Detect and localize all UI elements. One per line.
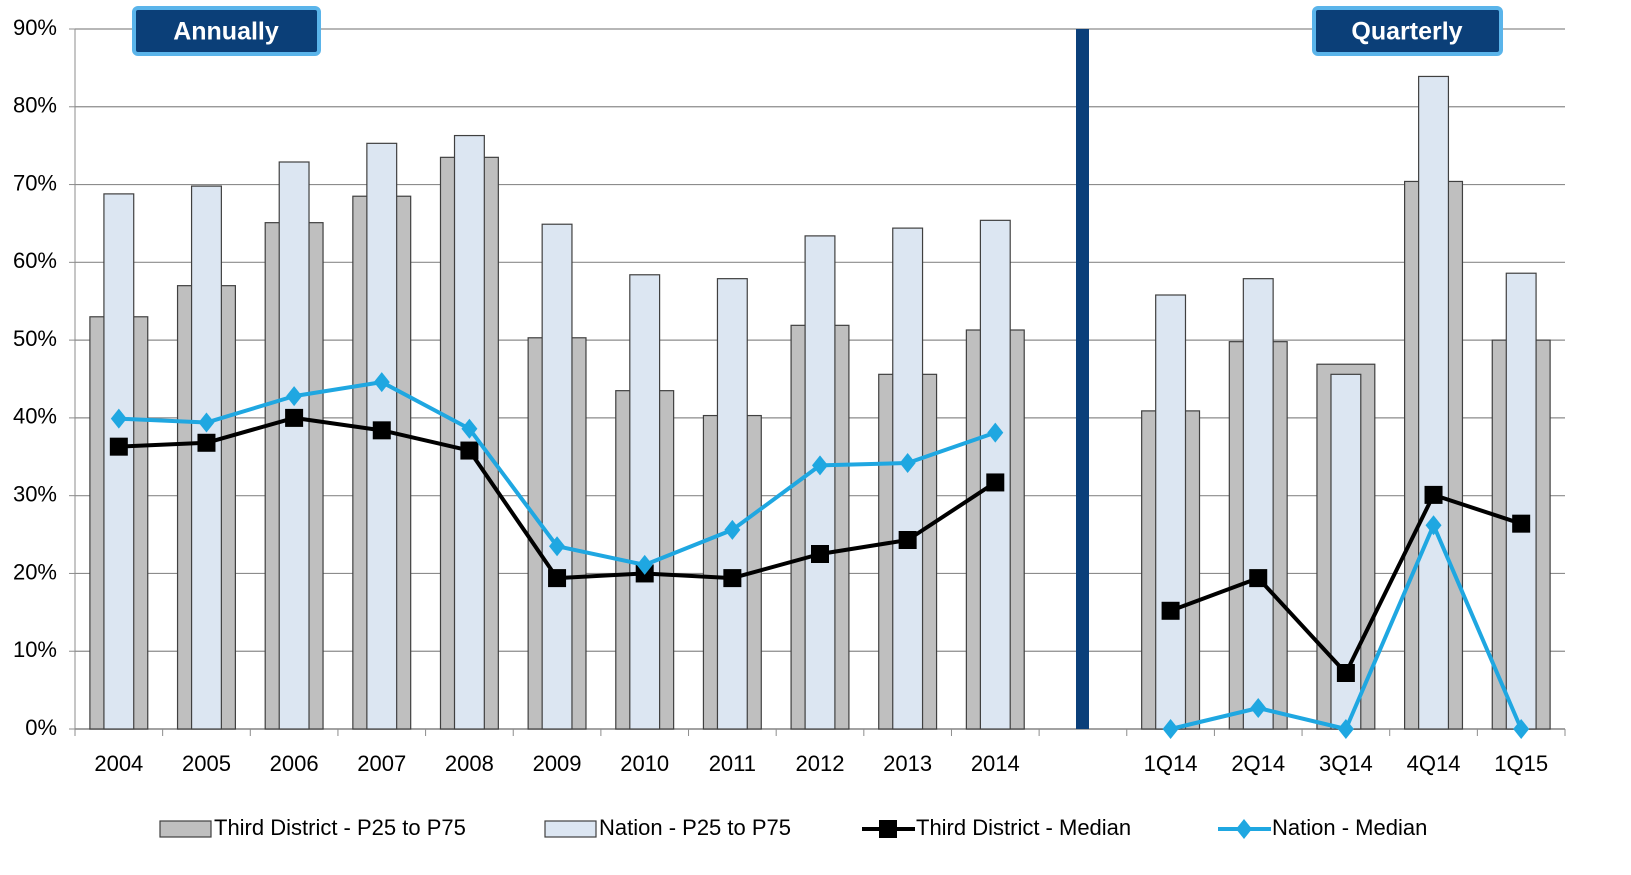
legend-label: Nation - Median (1272, 815, 1427, 840)
x-tick-label: 1Q15 (1494, 751, 1548, 776)
marker (286, 386, 303, 407)
x-tick-label: 4Q14 (1407, 751, 1461, 776)
marker (1512, 514, 1531, 533)
y-tick-label: 60% (13, 248, 57, 273)
legend-label: Third District - Median (916, 815, 1131, 840)
y-tick-label: 70% (13, 170, 57, 195)
y-tick-label: 40% (13, 404, 57, 429)
x-tick-label: 2012 (796, 751, 845, 776)
x-tick-label: 2009 (533, 751, 582, 776)
y-tick-label: 80% (13, 93, 57, 118)
x-tick-label: 2005 (182, 751, 231, 776)
marker (1250, 698, 1267, 718)
marker (460, 441, 479, 460)
marker (1249, 569, 1268, 588)
bar (103, 193, 135, 730)
marker (812, 455, 828, 476)
marker (899, 453, 916, 473)
legend-swatch (159, 820, 212, 838)
x-tick-label: 1Q14 (1144, 751, 1198, 776)
bar (1155, 294, 1187, 730)
marker (1337, 719, 1354, 739)
lines (109, 372, 1531, 739)
x-tick-label: 2008 (445, 751, 494, 776)
bar (541, 223, 573, 730)
marker (549, 536, 566, 557)
marker (1513, 719, 1530, 739)
legend-marker (879, 820, 897, 838)
marker (724, 519, 741, 540)
x-tick-label: 2014 (971, 751, 1020, 776)
legend-label: Third District - P25 to P75 (214, 815, 466, 840)
marker (197, 433, 216, 452)
x-tick-label: 2007 (357, 751, 406, 776)
marker (548, 569, 567, 588)
bar (1505, 272, 1537, 730)
y-tick-label: 20% (13, 559, 57, 584)
legend-marker (1236, 819, 1252, 839)
x-tick-label: 2006 (270, 751, 319, 776)
legend: Third District - P25 to P75 Nation - P25 … (159, 815, 1427, 840)
marker (1162, 719, 1179, 739)
annotation-box (132, 6, 321, 56)
annotation: Quarterly (1351, 18, 1462, 46)
bar (190, 185, 222, 730)
legend-swatch (544, 820, 597, 838)
bar (1242, 278, 1274, 730)
x-tick-label: 2011 (709, 751, 756, 776)
bar (453, 134, 485, 730)
bar (804, 235, 836, 730)
x-tick-label: 2010 (620, 751, 669, 776)
bars (89, 75, 1551, 730)
y-tick-label: 90% (13, 15, 57, 40)
marker (723, 569, 742, 588)
bar (892, 227, 924, 730)
y-tick-label: 0% (25, 715, 57, 740)
y-tick-label: 10% (13, 637, 57, 662)
x-tick-label: 2Q14 (1231, 751, 1285, 776)
x-tick-label: 3Q14 (1319, 751, 1373, 776)
marker (461, 418, 478, 439)
marker (1336, 664, 1355, 682)
marker (1161, 601, 1180, 620)
marker (109, 437, 128, 456)
y-tick-label: 50% (13, 326, 57, 351)
marker (110, 408, 127, 429)
annotation-box (1312, 6, 1503, 56)
marker (285, 408, 304, 427)
legend-label: Nation - P25 to P75 (599, 815, 791, 840)
y-tick-label: 30% (13, 481, 57, 506)
annotation: Annually (173, 18, 279, 46)
bar (366, 142, 398, 730)
bar (278, 161, 310, 730)
x-tick-label: 2004 (94, 751, 143, 776)
x-tick-label: 2013 (883, 751, 932, 776)
marker (811, 545, 829, 563)
marker (987, 422, 1004, 443)
marker (373, 372, 390, 393)
marker (986, 473, 1005, 492)
marker (1425, 515, 1442, 536)
divider (1076, 29, 1089, 729)
marker (198, 412, 215, 433)
bar (629, 274, 661, 730)
marker (1424, 485, 1443, 504)
marker (898, 531, 917, 549)
marker (372, 421, 391, 440)
marker (636, 554, 653, 575)
bar (716, 278, 748, 730)
bar (1418, 75, 1450, 730)
